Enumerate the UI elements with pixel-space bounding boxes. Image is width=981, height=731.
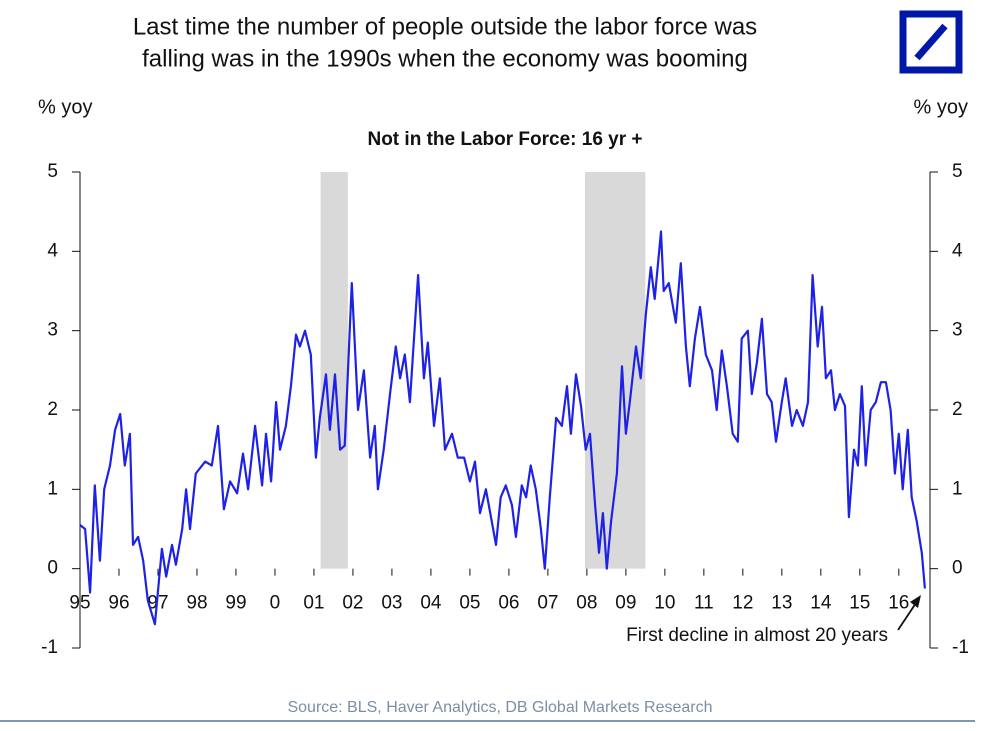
y-tick-label: 2: [47, 399, 58, 420]
x-tick-label: 0: [270, 593, 281, 614]
chart-title: Last time the number of people outside t…: [133, 13, 757, 40]
y-tick-label: 0: [47, 558, 58, 579]
x-tick-label: 02: [342, 593, 363, 614]
x-tick-label: 03: [381, 593, 402, 614]
logo: [899, 10, 963, 74]
y2-tick-label: 5: [952, 161, 963, 182]
x-tick-label: 97: [147, 593, 168, 614]
x-tick-label: 16: [888, 593, 909, 614]
x-tick-label: 10: [654, 593, 675, 614]
data-line: [79, 230, 926, 626]
x-tick-label: 08: [576, 593, 597, 614]
x-tick-label: 06: [498, 593, 519, 614]
y2-axis-label: % yoy: [914, 96, 968, 118]
chart-subtitle: Not in the Labor Force: 16 yr +: [367, 129, 642, 150]
x-tick-label: 95: [69, 593, 90, 614]
x-tick-label: 96: [108, 593, 129, 614]
x-tick-label: 07: [537, 593, 558, 614]
y-tick-label: -1: [41, 637, 58, 658]
x-tick-label: 11: [694, 593, 714, 614]
y2-tick-label: -1: [952, 637, 969, 658]
annotation: First decline in almost 20 years: [626, 625, 888, 646]
x-tick-label: 98: [186, 593, 207, 614]
recession-shade: [584, 172, 646, 569]
x-tick-label: 13: [771, 593, 792, 614]
annotation-arrow: [897, 595, 921, 631]
recession-shade: [320, 172, 348, 569]
y-tick-label: 3: [47, 320, 58, 341]
x-tick-label: 05: [459, 593, 480, 614]
y2-tick-label: 1: [952, 478, 963, 499]
y2-tick-label: 4: [952, 240, 963, 261]
x-tick-label: 14: [810, 593, 832, 614]
x-tick-label: 09: [615, 593, 636, 614]
y2-tick-label: 2: [952, 399, 963, 420]
x-tick-label: 04: [420, 593, 442, 614]
y2-tick-label: 3: [952, 320, 963, 341]
y-tick-label: 1: [47, 478, 58, 499]
y-tick-label: 5: [47, 161, 58, 182]
x-tick-label: 12: [732, 593, 753, 614]
source: Source: BLS, Haver Analytics, DB Global …: [287, 699, 712, 716]
x-tick-label: 01: [303, 593, 324, 614]
y2-tick-label: 0: [952, 558, 963, 579]
chart-title: falling was in the 1990s when the econom…: [142, 45, 748, 72]
x-tick-label: 99: [225, 593, 246, 614]
y-tick-label: 4: [47, 240, 58, 261]
y-axis-label: % yoy: [38, 96, 92, 118]
x-tick-label: 15: [849, 593, 870, 614]
